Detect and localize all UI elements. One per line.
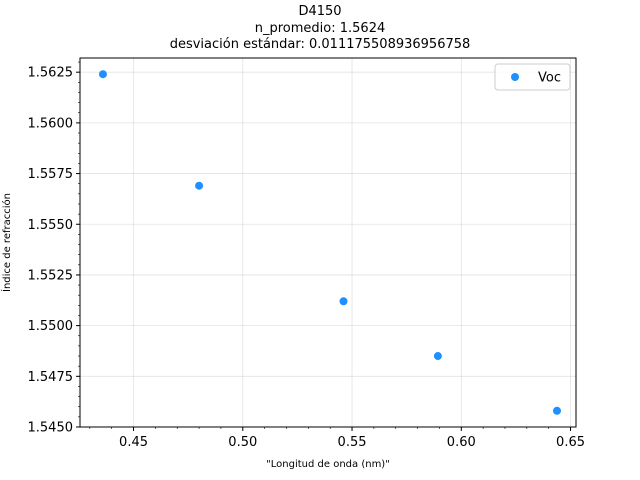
data-point	[552, 406, 561, 415]
legend: Voc	[494, 63, 571, 91]
y-tick-label: 1.5475	[28, 370, 74, 385]
data-point	[195, 181, 204, 190]
legend-label-voc: Voc	[538, 71, 561, 86]
chart-title-line-3: desviación estándar: 0.01117550893695675…	[169, 37, 471, 52]
y-axis-label: Índice de refracción	[0, 193, 13, 292]
y-tick-label: 1.5575	[28, 167, 74, 182]
legend-box	[494, 63, 571, 91]
x-tick-label: 0.50	[228, 435, 257, 450]
grid	[80, 58, 576, 428]
x-tick-label: 0.65	[556, 435, 585, 450]
plot-frame	[79, 57, 577, 428]
legend-marker-voc	[511, 73, 519, 81]
x-tick-label: 0.55	[338, 435, 367, 450]
data-point	[433, 352, 442, 361]
y-tick-label: 1.5450	[28, 421, 74, 436]
y-tick-label: 1.5500	[28, 319, 74, 334]
y-tick-label: 1.5525	[28, 268, 74, 283]
y-tick-label: 1.5625	[28, 66, 74, 81]
data-point	[339, 297, 348, 306]
y-tick-label: 1.5600	[28, 116, 74, 131]
chart-title-line-1: D4150	[298, 4, 342, 19]
x-tick-label: 0.45	[119, 435, 148, 450]
data-points	[98, 70, 561, 415]
x-axis-label: "Longitud de onda (nm)"	[266, 459, 390, 470]
ticks: 0.45 0.50 0.55 0.60 0.65 1.5450 1.5475 1.5500 1.…	[28, 66, 586, 450]
data-point	[98, 70, 107, 79]
y-tick-label: 1.5550	[28, 218, 74, 233]
x-tick-label: 0.60	[447, 435, 476, 450]
chart-title-line-2: n_promedio: 1.5624	[254, 21, 386, 36]
minor-ticks	[78, 61, 571, 429]
